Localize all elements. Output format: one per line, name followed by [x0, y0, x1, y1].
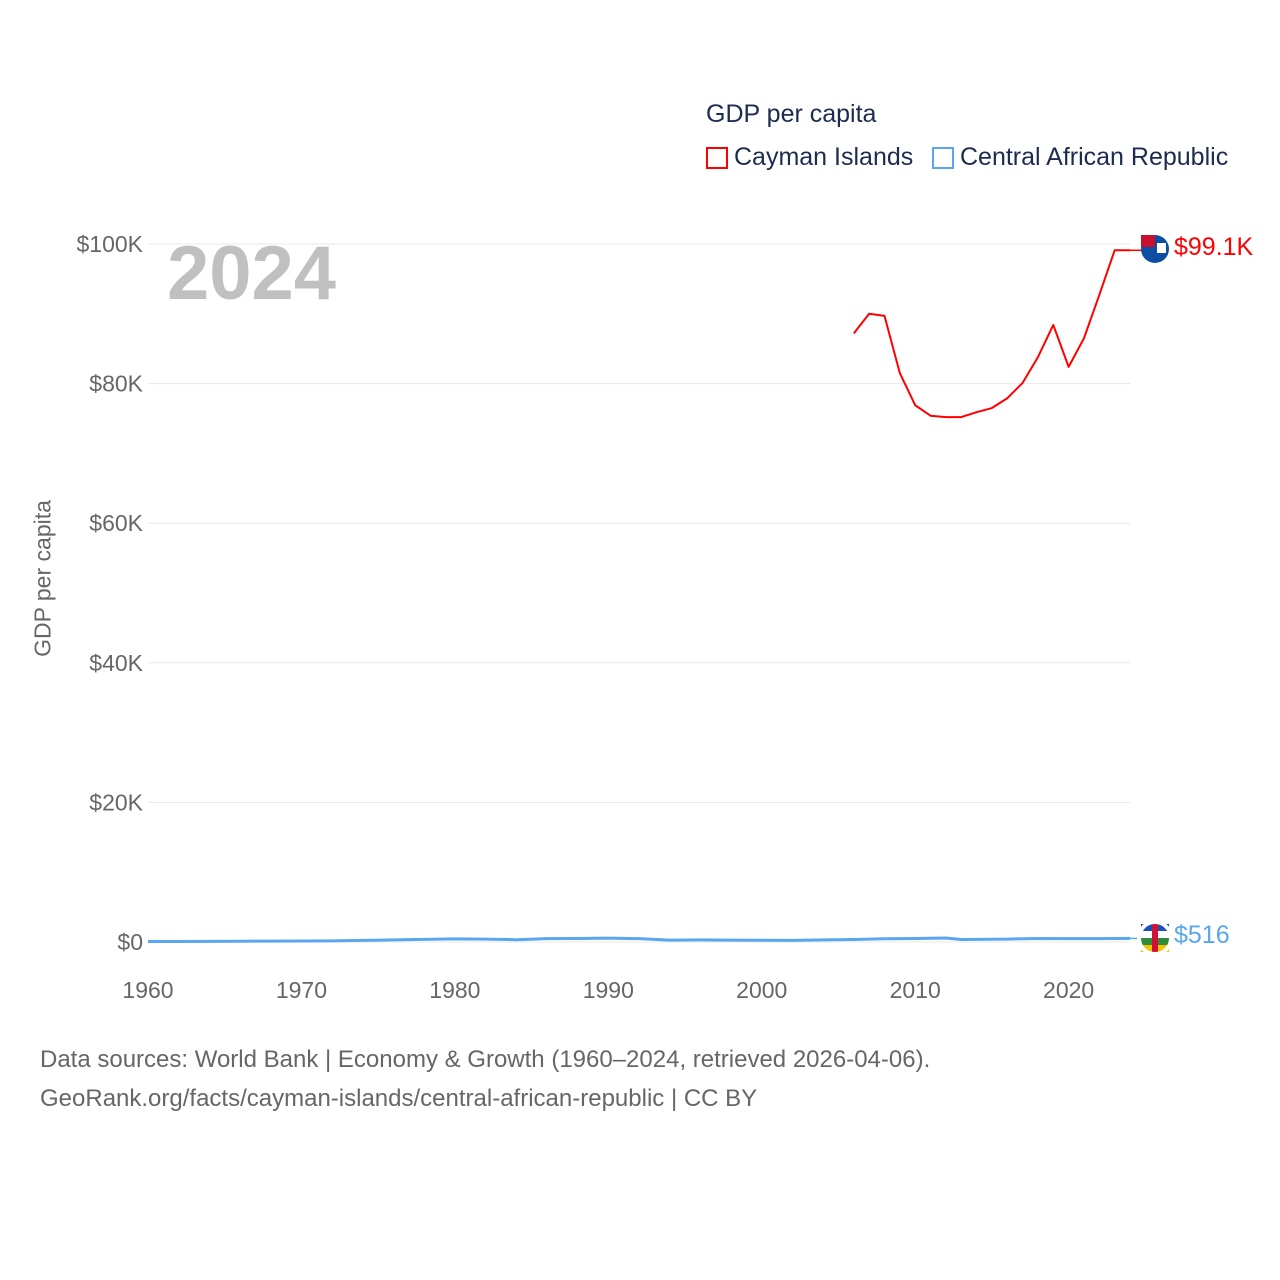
- legend-swatch: [932, 146, 954, 169]
- legend-swatch: [706, 146, 728, 169]
- y-tick-label: $0: [117, 929, 143, 955]
- flag-shield: [1157, 243, 1166, 253]
- flag-union-jack: [1141, 235, 1155, 247]
- end-label-car: $516: [1174, 921, 1230, 949]
- legend-item-car[interactable]: Central African Republic: [932, 143, 1228, 172]
- y-tick-label: $40K: [89, 650, 143, 676]
- x-tick-label: 2010: [890, 977, 941, 1003]
- y-tick-label: $80K: [89, 371, 143, 397]
- x-tick-label: 1970: [276, 977, 327, 1003]
- y-tick-label: $20K: [89, 789, 143, 815]
- footer-link[interactable]: GeoRank.org/facts/cayman-islands/central…: [40, 1085, 758, 1112]
- series-line-cayman: [853, 249, 1130, 419]
- x-tick-label: 2020: [1043, 977, 1094, 1003]
- year-label: 2024: [167, 231, 337, 316]
- central-african-republic-flag-icon: [1137, 920, 1173, 956]
- legend-label: Cayman Islands: [734, 143, 914, 171]
- x-tick-label: 1980: [429, 977, 480, 1003]
- legend-item-cayman[interactable]: Cayman Islands: [706, 143, 913, 172]
- y-tick-label: $100K: [76, 231, 143, 257]
- x-tick-label: 1990: [583, 977, 634, 1003]
- legend-title: GDP per capita: [706, 100, 877, 128]
- x-tick-label: 2000: [736, 977, 787, 1003]
- end-label-cayman: $99.1K: [1174, 233, 1254, 261]
- x-tick-label: 1960: [122, 977, 173, 1003]
- series-line-car: [147, 936, 1131, 944]
- y-tick-label: $60K: [89, 510, 143, 536]
- y-axis-label: GDP per capita: [29, 500, 56, 657]
- legend-label: Central African Republic: [960, 143, 1229, 171]
- footer-sources: Data sources: World Bank | Economy & Gro…: [40, 1046, 931, 1073]
- flag-band: [1152, 924, 1158, 952]
